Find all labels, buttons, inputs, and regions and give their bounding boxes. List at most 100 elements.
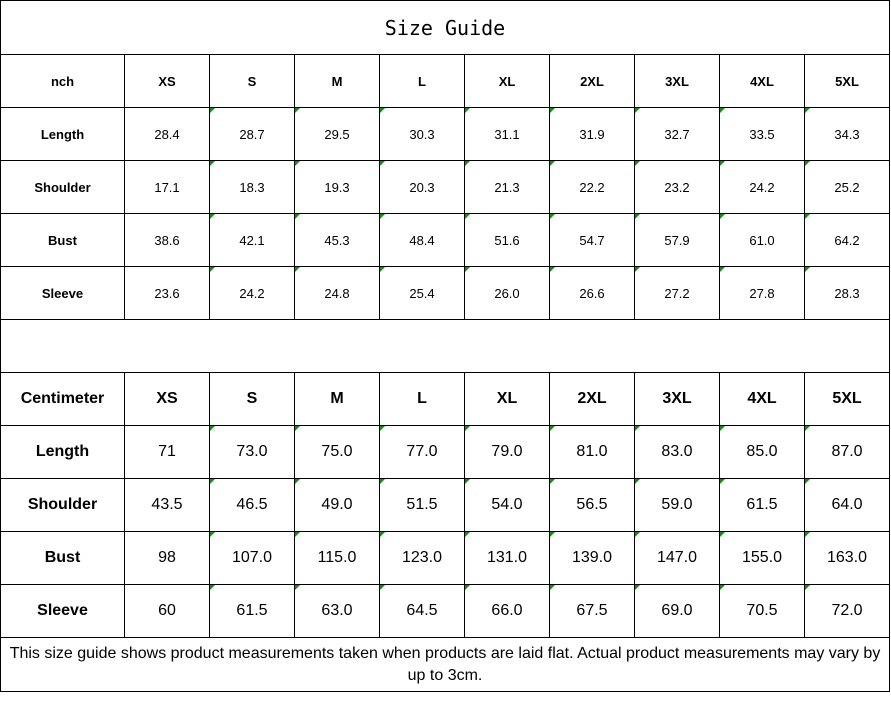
measurement-value: 61.5 — [209, 584, 295, 638]
measurement-label: Shoulder — [0, 478, 125, 532]
size-header: M — [294, 372, 380, 426]
measurement-value: 27.2 — [634, 266, 720, 320]
measurement-value: 54.0 — [464, 478, 550, 532]
measurement-value: 42.1 — [209, 213, 295, 267]
measurement-label: Sleeve — [0, 266, 125, 320]
measurement-value: 29.5 — [294, 107, 380, 161]
unit-header: nch — [0, 54, 125, 108]
page-title: Size Guide — [0, 0, 891, 55]
size-header: S — [209, 54, 295, 108]
measurement-value: 23.6 — [124, 266, 210, 320]
spacer-row — [0, 319, 891, 373]
measurement-value: 75.0 — [294, 425, 380, 479]
measurement-value: 67.5 — [549, 584, 635, 638]
size-header: S — [209, 372, 295, 426]
measurement-value: 25.4 — [379, 266, 465, 320]
measurement-value: 26.6 — [549, 266, 635, 320]
measurement-value: 87.0 — [803, 425, 891, 479]
measurement-value: 81.0 — [549, 425, 635, 479]
table-row: Bust 98 107.0 115.0 123.0 131.0 139.0 147.0 155.… — [0, 531, 891, 585]
size-header: 3XL — [634, 372, 720, 426]
measurement-value: 77.0 — [379, 425, 465, 479]
measurement-value: 59.0 — [634, 478, 720, 532]
measurement-value: 46.5 — [209, 478, 295, 532]
measurement-value: 64.5 — [379, 584, 465, 638]
measurement-value: 43.5 — [124, 478, 210, 532]
measurement-value: 24.2 — [209, 266, 295, 320]
measurement-value: 70.5 — [719, 584, 805, 638]
measurement-value: 24.2 — [719, 160, 805, 214]
measurement-value: 25.2 — [803, 160, 891, 214]
size-header: XS — [124, 54, 210, 108]
measurement-value: 60 — [124, 584, 210, 638]
measurement-value: 31.9 — [549, 107, 635, 161]
measurement-value: 123.0 — [379, 531, 465, 585]
cm_table-header-row: Centimeter XS S M L XL 2XL 3XL 4XL 5XL — [0, 372, 891, 426]
measurement-value: 21.3 — [464, 160, 550, 214]
measurement-value: 72.0 — [803, 584, 891, 638]
measurement-label: Length — [0, 425, 125, 479]
measurement-value: 64.0 — [803, 478, 891, 532]
size-header: M — [294, 54, 380, 108]
measurement-value: 20.3 — [379, 160, 465, 214]
measurement-value: 61.0 — [719, 213, 805, 267]
measurement-value: 28.7 — [209, 107, 295, 161]
size-header: 2XL — [549, 372, 635, 426]
inch_table-header-row: nch XS S M L XL 2XL 3XL 4XL 5XL — [0, 54, 891, 108]
measurement-value: 64.2 — [803, 213, 891, 267]
measurement-value: 38.6 — [124, 213, 210, 267]
size-header: 4XL — [719, 372, 805, 426]
measurement-value: 139.0 — [549, 531, 635, 585]
measurement-label: Length — [0, 107, 125, 161]
measurement-label: Shoulder — [0, 160, 125, 214]
table-row: Length 71 73.0 75.0 77.0 79.0 81.0 83.0 85.0 87.0 — [0, 425, 891, 479]
measurement-value: 131.0 — [464, 531, 550, 585]
table-row: Length 28.4 28.7 29.5 30.3 31.1 31.9 32.7 33.5 34… — [0, 107, 891, 161]
measurement-value: 85.0 — [719, 425, 805, 479]
measurement-value: 83.0 — [634, 425, 720, 479]
measurement-value: 107.0 — [209, 531, 295, 585]
measurement-value: 22.2 — [549, 160, 635, 214]
unit-header: Centimeter — [0, 372, 125, 426]
measurement-label: Bust — [0, 213, 125, 267]
measurement-value: 33.5 — [719, 107, 805, 161]
size-header: L — [379, 372, 465, 426]
size-header: XL — [464, 54, 550, 108]
table-row: Shoulder 43.5 46.5 49.0 51.5 54.0 56.5 59.0 61.5… — [0, 478, 891, 532]
measurement-value: 57.9 — [634, 213, 720, 267]
size-header: 5XL — [803, 54, 891, 108]
measurement-value: 19.3 — [294, 160, 380, 214]
measurement-value: 51.5 — [379, 478, 465, 532]
table-row: Shoulder 17.1 18.3 19.3 20.3 21.3 22.2 23.2 24.2… — [0, 160, 891, 214]
measurement-label: Sleeve — [0, 584, 125, 638]
measurement-value: 54.7 — [549, 213, 635, 267]
measurement-value: 163.0 — [803, 531, 891, 585]
size-header: 3XL — [634, 54, 720, 108]
measurement-value: 115.0 — [294, 531, 380, 585]
table-row: Sleeve 60 61.5 63.0 64.5 66.0 67.5 69.0 70.5 72.0 — [0, 584, 891, 638]
size-header: XS — [124, 372, 210, 426]
footer-row: This size guide shows product measuremen… — [0, 637, 891, 692]
size-header: L — [379, 54, 465, 108]
measurement-value: 26.0 — [464, 266, 550, 320]
measurement-value: 28.4 — [124, 107, 210, 161]
table-row: Sleeve 23.6 24.2 24.8 25.4 26.0 26.6 27.2 27.8 28… — [0, 266, 891, 320]
measurement-value: 27.8 — [719, 266, 805, 320]
measurement-value: 30.3 — [379, 107, 465, 161]
measurement-value: 28.3 — [803, 266, 891, 320]
measurement-value: 31.1 — [464, 107, 550, 161]
measurement-value: 45.3 — [294, 213, 380, 267]
measurement-value: 63.0 — [294, 584, 380, 638]
size-header: 4XL — [719, 54, 805, 108]
measurement-value: 48.4 — [379, 213, 465, 267]
measurement-value: 147.0 — [634, 531, 720, 585]
measurement-value: 155.0 — [719, 531, 805, 585]
measurement-value: 17.1 — [124, 160, 210, 214]
measurement-value: 56.5 — [549, 478, 635, 532]
measurement-value: 49.0 — [294, 478, 380, 532]
measurement-value: 51.6 — [464, 213, 550, 267]
measurement-value: 32.7 — [634, 107, 720, 161]
measurement-value: 73.0 — [209, 425, 295, 479]
size-header: XL — [464, 372, 550, 426]
